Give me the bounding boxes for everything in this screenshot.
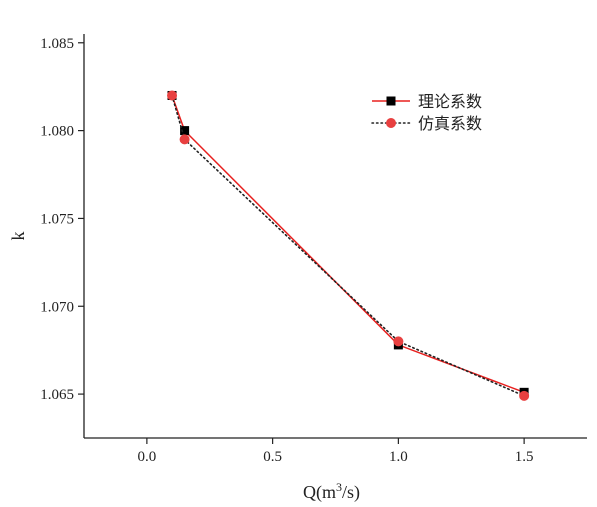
ticks: 1.065 1.070 1.075 1.080 1.085 0.0 0.5 1.0 1.5 [40, 36, 533, 465]
x-tick-label: 1.5 [515, 449, 534, 465]
legend-marker [386, 96, 396, 106]
series-2 [167, 90, 530, 401]
x-tick-label: 1.0 [389, 449, 408, 465]
y-tick-label: 1.085 [40, 36, 74, 52]
x-axis-label: Q(m3/s) [303, 480, 360, 503]
series-2-point [179, 134, 190, 145]
y-tick-label: 1.075 [40, 211, 74, 227]
x-tick-label: 0.0 [138, 449, 157, 465]
y-tick-label: 1.070 [40, 299, 74, 315]
series-2-point [519, 390, 530, 401]
y-tick-label: 1.080 [40, 124, 74, 140]
y-tick-label: 1.065 [40, 387, 74, 403]
legend-item-1: 理论系数 [372, 92, 482, 111]
series-1-line [171, 95, 525, 394]
series-1-point [180, 126, 190, 136]
x-tick-label: 0.5 [263, 449, 282, 465]
series-2-line [171, 94, 525, 397]
series-1 [167, 90, 529, 397]
y-axis-label: k [8, 232, 28, 241]
series-2-point [167, 90, 178, 101]
legend-label: 仿真系数 [418, 114, 482, 133]
legend-label: 理论系数 [418, 92, 482, 111]
x-axis-label-base: Q(m [303, 482, 336, 503]
series-layer [167, 90, 530, 401]
x-axis-label-superscript: 3 [336, 480, 342, 494]
series-2-point [393, 336, 404, 347]
legend-item-2: 仿真系数 [371, 114, 482, 133]
axes [83, 34, 587, 439]
legend-marker [386, 118, 396, 128]
x-axis-label-tail: /s) [342, 482, 360, 503]
